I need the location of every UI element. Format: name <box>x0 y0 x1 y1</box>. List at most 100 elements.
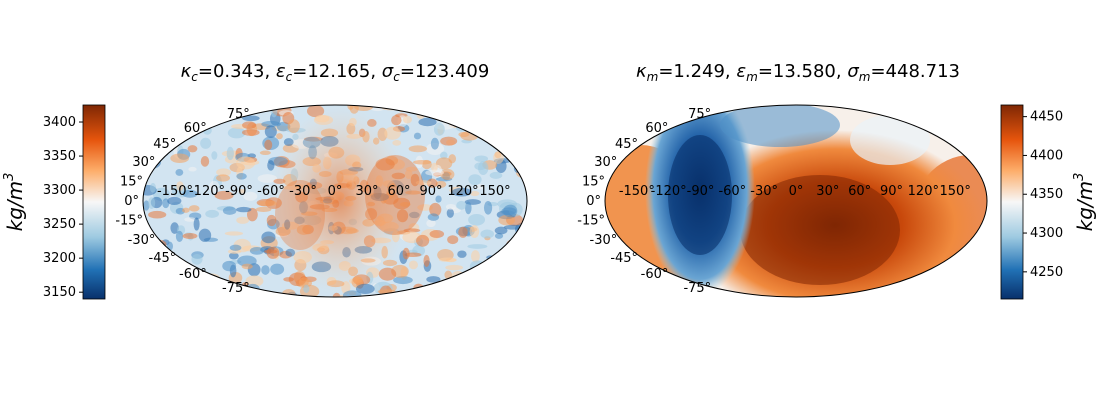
noise-blob <box>478 266 498 279</box>
noise-blob <box>303 284 310 294</box>
left-title: κc=0.343, εc=12.165, σc=123.409 <box>181 61 490 84</box>
colorbar-tick-label: 3250 <box>43 217 76 232</box>
noise-blob <box>216 174 231 182</box>
lat-label: -75° <box>683 281 711 296</box>
lon-label: 30° <box>355 184 378 199</box>
noise-blob <box>515 151 524 159</box>
lat-label: 75° <box>227 107 250 122</box>
noise-blob <box>501 252 510 263</box>
noise-blob <box>518 150 527 156</box>
right-lon-labels: -150°-120° -90° -60° -30° 0° 30° 60° 90° 120° 150… <box>619 184 971 199</box>
noise-blob <box>506 239 519 251</box>
noise-blob <box>469 190 480 197</box>
lon-label: -30° <box>289 184 317 199</box>
noise-blob <box>409 211 420 219</box>
noise-blob <box>451 187 472 197</box>
noise-blob <box>445 203 457 210</box>
noise-blob <box>453 120 473 126</box>
noise-blob <box>162 129 180 137</box>
noise-blob <box>222 206 237 215</box>
noise-blob <box>427 213 440 221</box>
colorbar-tick-label: 3400 <box>43 115 76 130</box>
noise-blob <box>408 260 418 270</box>
noise-blob <box>182 232 198 240</box>
noise-blob <box>167 126 179 134</box>
noise-blob <box>166 241 173 251</box>
noise-blob <box>499 139 515 153</box>
noise-blob <box>259 150 271 156</box>
noise-blob <box>177 283 198 288</box>
noise-blob <box>440 136 458 146</box>
noise-blob <box>226 146 234 161</box>
noise-blob <box>418 117 437 127</box>
lon-label: 150° <box>479 184 510 199</box>
noise-blob <box>236 172 247 180</box>
noise-blob <box>276 133 283 140</box>
noise-blob <box>170 153 190 164</box>
noise-blob <box>514 150 522 164</box>
noise-blob <box>472 281 480 293</box>
noise-blob <box>489 171 503 179</box>
noise-blob <box>391 114 402 126</box>
noise-blob <box>146 123 160 132</box>
noise-blob <box>508 279 519 289</box>
noise-blob <box>170 222 179 234</box>
lon-label: -60° <box>257 184 285 199</box>
noise-blob <box>235 206 252 213</box>
noise-blob <box>477 270 494 275</box>
left-lat-labels: 75° 60° 45° 30° 15° 0° -15° -30° -45°-60° -75° <box>115 107 249 296</box>
noise-blob <box>510 255 523 265</box>
left-map-field <box>143 105 527 297</box>
lon-label: 150° <box>940 184 971 199</box>
noise-blob <box>175 230 184 243</box>
noise-blob <box>200 137 212 149</box>
lat-label: -60° <box>641 267 669 282</box>
noise-blob <box>440 291 460 297</box>
lon-label: -90° <box>687 184 715 199</box>
noise-blob <box>184 217 197 222</box>
noise-blob <box>270 263 285 275</box>
noise-blob <box>430 137 439 150</box>
noise-blob <box>518 146 527 159</box>
lon-label: -90° <box>225 184 253 199</box>
noise-blob <box>224 231 244 236</box>
noise-blob <box>200 155 210 167</box>
lat-label: 0° <box>124 194 139 209</box>
colorbar-tick-label: 4250 <box>1030 265 1063 280</box>
noise-blob <box>438 257 457 263</box>
lat-label: -30° <box>590 233 618 248</box>
lat-label: 60° <box>645 121 668 136</box>
noise-blob <box>176 181 184 191</box>
lat-label: -45° <box>149 251 177 266</box>
noise-blob <box>236 156 256 170</box>
noise-blob <box>483 125 490 137</box>
noise-blob <box>489 259 499 272</box>
noise-blob <box>508 121 526 132</box>
noise-blob <box>457 250 467 258</box>
noise-blob <box>147 275 159 282</box>
noise-blob <box>261 120 281 128</box>
noise-blob <box>425 169 444 176</box>
lat-label: 0° <box>586 194 601 209</box>
noise-blob <box>501 263 519 278</box>
noise-blob <box>241 129 260 136</box>
noise-blob <box>216 168 231 177</box>
noise-blob <box>494 226 508 235</box>
lon-label: -30° <box>750 184 778 199</box>
noise-blob <box>520 153 527 162</box>
noise-blob <box>228 252 239 260</box>
noise-blob <box>521 225 527 233</box>
noise-blob <box>446 208 454 218</box>
lat-label: 75° <box>688 107 711 122</box>
right-title: κm=1.249, εm=13.580, σm=448.713 <box>636 61 960 84</box>
noise-blob <box>236 216 250 224</box>
lon-label: 0° <box>328 184 343 199</box>
noise-blob <box>476 286 485 292</box>
lon-label: 90° <box>419 184 442 199</box>
colorbar-tick-label: 3300 <box>43 183 76 198</box>
noise-blob <box>469 225 480 239</box>
right-map-outline <box>604 104 988 298</box>
noise-blob <box>332 292 341 297</box>
noise-blob <box>393 276 413 285</box>
